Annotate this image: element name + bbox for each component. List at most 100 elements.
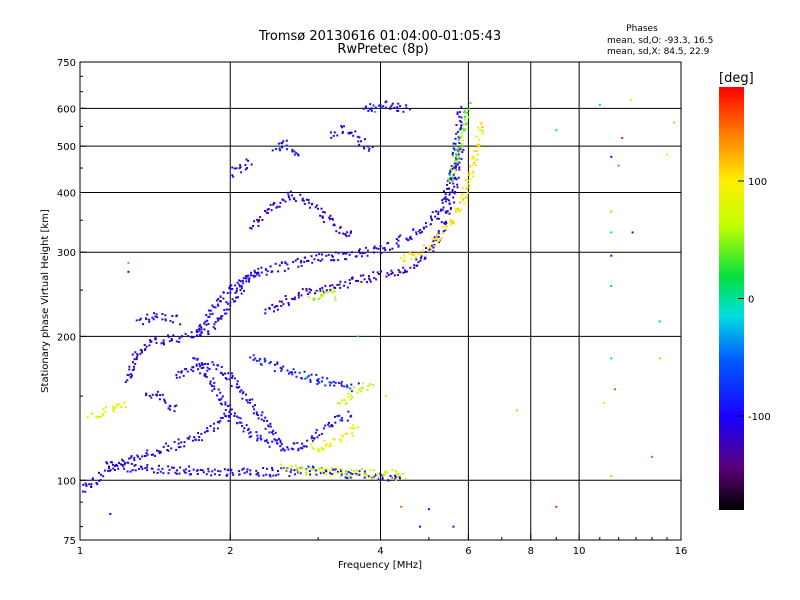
data-point — [458, 129, 461, 132]
data-point — [300, 467, 303, 470]
data-point — [322, 448, 325, 451]
data-point — [126, 470, 129, 473]
data-point — [297, 265, 300, 268]
data-point — [252, 275, 255, 278]
data-point — [363, 470, 366, 473]
data-point — [463, 202, 466, 205]
data-point — [449, 218, 452, 221]
data-point — [145, 317, 147, 320]
data-point — [211, 304, 214, 307]
data-point — [275, 474, 277, 477]
y-tick-label: 600 — [57, 104, 76, 115]
data-point — [399, 271, 402, 274]
data-point — [460, 132, 463, 135]
data-point — [468, 185, 471, 188]
data-point — [355, 473, 358, 476]
data-point — [399, 234, 402, 237]
data-point — [415, 231, 418, 234]
data-point — [451, 176, 454, 179]
data-point — [610, 231, 613, 234]
data-point — [338, 231, 341, 234]
data-point — [358, 249, 360, 252]
data-point — [335, 230, 338, 233]
data-point — [346, 469, 349, 472]
data-point — [310, 437, 313, 440]
data-point — [442, 230, 445, 233]
data-point — [216, 317, 219, 320]
data-point — [337, 472, 340, 475]
data-point — [393, 106, 396, 109]
data-point — [246, 167, 248, 169]
data-point — [293, 150, 296, 153]
data-point — [441, 201, 444, 204]
data-point — [159, 470, 162, 473]
data-point — [100, 473, 102, 476]
data-point — [171, 339, 173, 342]
data-point — [431, 238, 434, 241]
data-point — [446, 183, 449, 186]
data-point — [456, 111, 459, 114]
x-tick-label: 6 — [465, 546, 471, 557]
data-point — [304, 468, 307, 471]
data-point — [177, 370, 180, 373]
data-point — [452, 173, 455, 176]
data-point — [108, 470, 111, 473]
data-point — [334, 415, 336, 418]
data-point — [117, 467, 120, 470]
data-point — [324, 384, 327, 387]
data-point — [177, 341, 180, 343]
data-point — [455, 124, 458, 126]
data-point — [233, 300, 235, 303]
data-point — [143, 344, 146, 346]
data-point — [457, 139, 460, 142]
data-point — [360, 140, 362, 143]
data-point — [475, 135, 478, 138]
data-point — [227, 420, 230, 422]
data-point — [130, 455, 133, 458]
data-point — [429, 223, 432, 226]
data-point — [457, 207, 459, 210]
data-point — [294, 473, 297, 476]
data-point — [237, 296, 239, 299]
data-point — [456, 183, 459, 186]
data-point — [436, 217, 439, 220]
data-point — [285, 298, 288, 301]
data-point — [435, 210, 437, 213]
data-point — [393, 474, 396, 477]
data-point — [305, 287, 308, 290]
data-point — [295, 375, 298, 378]
data-point — [238, 421, 241, 424]
data-point — [164, 401, 167, 404]
data-point — [141, 455, 144, 458]
data-point — [329, 290, 332, 293]
data-point — [187, 437, 190, 440]
data-point — [154, 337, 157, 340]
data-point — [247, 278, 250, 281]
data-point — [241, 392, 244, 395]
data-point — [435, 238, 437, 241]
data-point — [465, 187, 468, 190]
data-point — [404, 477, 407, 480]
data-point — [451, 153, 454, 156]
data-point — [386, 272, 389, 275]
data-point — [104, 410, 107, 413]
data-point — [198, 436, 201, 438]
data-point — [437, 230, 440, 233]
y-tick-label: 500 — [57, 142, 76, 153]
data-point — [91, 413, 94, 415]
data-point — [385, 275, 388, 278]
data-point — [417, 230, 420, 233]
data-point — [156, 316, 159, 319]
data-point — [425, 247, 427, 250]
data-point — [180, 441, 183, 444]
data-point — [320, 207, 323, 210]
data-point — [366, 249, 369, 252]
data-point — [452, 164, 455, 167]
data-point — [186, 437, 189, 440]
data-point — [303, 445, 306, 448]
data-point — [329, 443, 332, 446]
data-point — [252, 405, 255, 408]
data-point — [455, 162, 458, 165]
data-point — [444, 200, 447, 203]
data-point — [315, 254, 318, 257]
